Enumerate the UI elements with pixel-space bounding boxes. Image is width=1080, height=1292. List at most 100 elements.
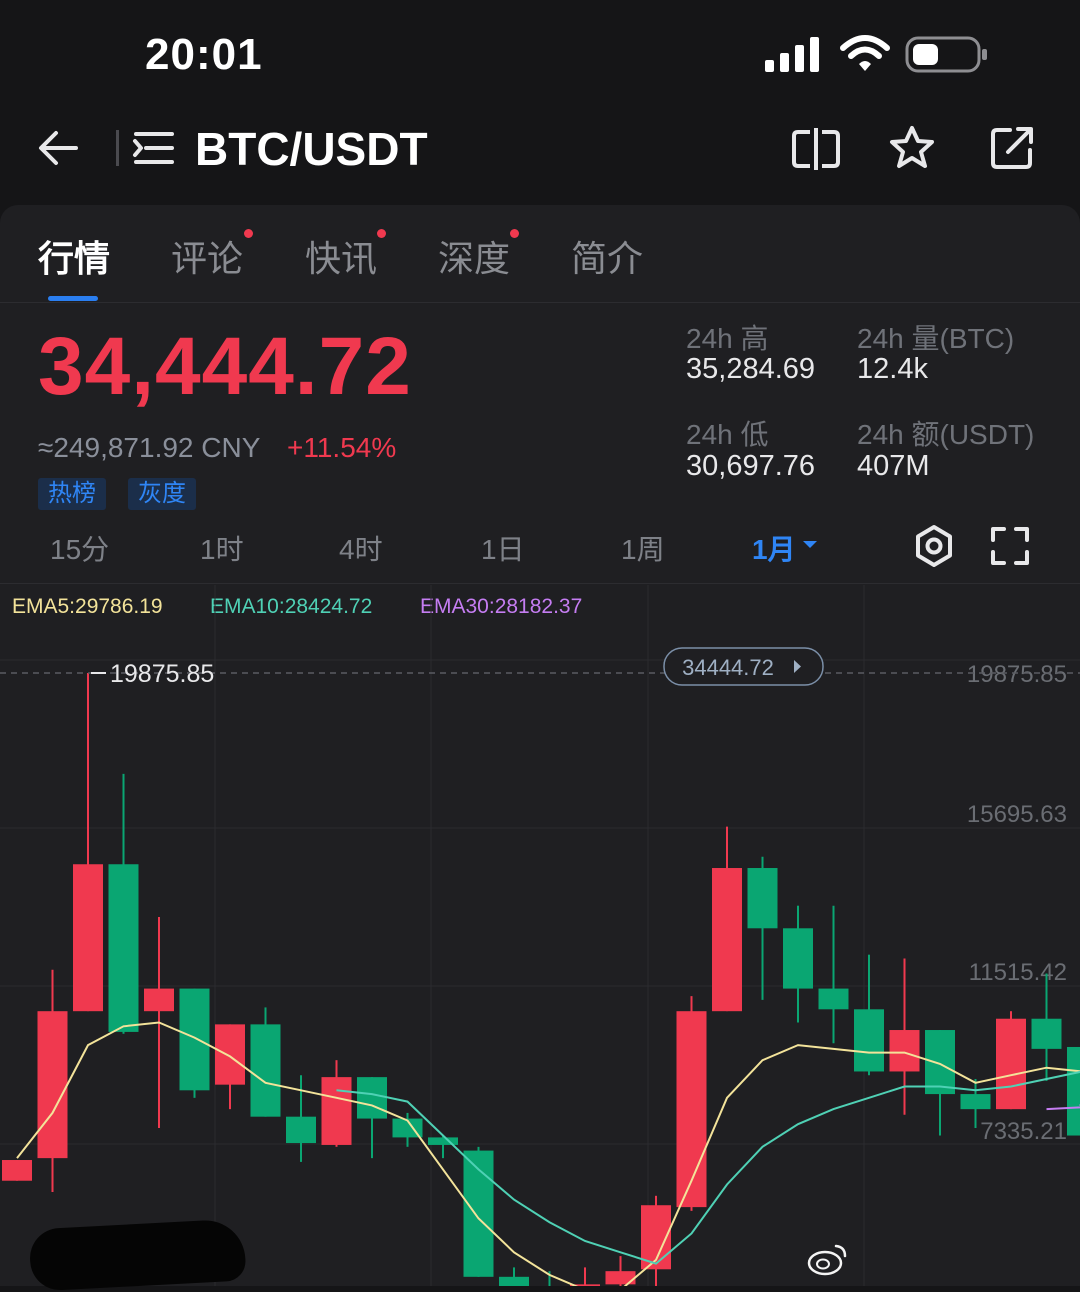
- candlestick-chart[interactable]: 19875.85 15695.63 11515.42 7335.21 19875.85…: [0, 585, 1080, 1286]
- redacted-area: [29, 1218, 247, 1291]
- candle-body: [819, 989, 849, 1010]
- candle-body: [357, 1077, 387, 1118]
- y-axis-label: 19875.85: [967, 661, 1067, 688]
- wifi-icon: [840, 34, 890, 74]
- tab-depth[interactable]: 深度: [438, 230, 510, 282]
- active-tab-indicator: [48, 296, 98, 301]
- candle: [819, 906, 849, 1044]
- favorite-star-icon[interactable]: [888, 124, 936, 170]
- amount-label: 24h 额(USDT): [857, 413, 1034, 453]
- candle: [1032, 974, 1062, 1081]
- candle-body: [783, 928, 813, 988]
- last-price: 34,444.72: [38, 320, 412, 414]
- nav-divider: [116, 130, 119, 166]
- interval-1d[interactable]: 1日: [481, 528, 525, 568]
- price-change-percent: +11.54%: [287, 432, 396, 464]
- status-time: 20:01: [145, 30, 263, 80]
- candle-body: [215, 1024, 245, 1084]
- candle-body: [1067, 1047, 1080, 1136]
- back-arrow-icon[interactable]: [36, 128, 82, 168]
- candle-body: [144, 989, 174, 1012]
- candle: [712, 827, 742, 1012]
- candle: [854, 955, 884, 1076]
- current-price-label: 34444.72: [682, 655, 774, 680]
- tab-comments[interactable]: 评论: [171, 230, 243, 282]
- candle-body: [499, 1277, 529, 1286]
- candle: [109, 774, 139, 1034]
- tab-news-dot: [377, 229, 386, 238]
- y-axis-label: 11515.42: [969, 959, 1067, 986]
- candle-body: [73, 864, 103, 1011]
- cny-price: ≈249,871.92 CNY: [38, 432, 260, 464]
- low-label: 24h 低: [686, 413, 769, 453]
- candle-body: [38, 1011, 68, 1158]
- candle: [322, 1060, 352, 1147]
- candle-body: [996, 1019, 1026, 1109]
- candle: [38, 970, 68, 1192]
- price-markers: 19875.85 34444.72: [0, 648, 1080, 688]
- high-label: 24h 高: [686, 317, 769, 357]
- tab-depth-dot: [510, 229, 519, 238]
- candle-body: [712, 868, 742, 1011]
- max-marker-label: 19875.85: [110, 660, 214, 688]
- candle-body: [322, 1077, 352, 1145]
- volume-label: 24h 量(BTC): [857, 317, 1014, 357]
- candle: [393, 1113, 423, 1147]
- volume-value: 12.4k: [857, 353, 928, 386]
- tab-market[interactable]: 行情: [38, 230, 110, 282]
- tab-divider: [0, 302, 1080, 303]
- interval-1w[interactable]: 1周: [621, 528, 665, 568]
- y-axis-label: 15695.63: [967, 801, 1067, 828]
- current-price-pill: 34444.72: [664, 648, 823, 685]
- candle: [251, 1007, 281, 1116]
- candle-body: [2, 1160, 32, 1181]
- candle-body: [180, 989, 210, 1091]
- y-axis-label: 7335.21: [980, 1118, 1067, 1145]
- candle: [641, 1196, 671, 1286]
- candle: [783, 906, 813, 1023]
- candle: [570, 1267, 600, 1286]
- candle: [925, 1030, 955, 1135]
- candle: [2, 1160, 32, 1181]
- tag-grayscale[interactable]: 灰度: [128, 478, 196, 510]
- compare-icon[interactable]: [790, 126, 842, 172]
- cellular-signal-icon: [765, 36, 825, 72]
- interval-4h[interactable]: 4时: [339, 528, 383, 568]
- candle-body: [854, 1009, 884, 1071]
- candle-body: [286, 1117, 316, 1143]
- candle: [215, 1024, 245, 1109]
- share-icon[interactable]: [988, 124, 1036, 172]
- chart-grid: [0, 585, 1080, 1286]
- candle: [499, 1267, 529, 1286]
- candle-body: [748, 868, 778, 928]
- indicator-settings-icon[interactable]: [912, 524, 956, 568]
- candle: [996, 1011, 1026, 1109]
- tag-hot[interactable]: 热榜: [38, 478, 106, 510]
- chevron-down-icon[interactable]: [802, 540, 818, 550]
- tab-intro[interactable]: 简介: [571, 230, 643, 282]
- candle-body: [890, 1030, 920, 1071]
- candle-body: [251, 1024, 281, 1116]
- candle: [73, 673, 103, 1011]
- candle-body: [677, 1011, 707, 1207]
- candle: [1067, 1041, 1080, 1286]
- interval-15m[interactable]: 15分: [50, 528, 109, 568]
- pair-title[interactable]: BTC/USDT: [195, 122, 428, 176]
- low-value: 30,697.76: [686, 450, 815, 483]
- pair-list-icon[interactable]: [132, 128, 176, 168]
- battery-icon: [905, 36, 989, 74]
- interval-1h[interactable]: 1时: [200, 528, 244, 568]
- candle-body: [1032, 1019, 1062, 1049]
- candle: [748, 857, 778, 1000]
- candle-body: [109, 864, 139, 1032]
- fullscreen-icon[interactable]: [990, 526, 1030, 566]
- candles: [2, 673, 1080, 1286]
- high-value: 35,284.69: [686, 353, 815, 386]
- candle: [890, 958, 920, 1114]
- tab-comments-dot: [244, 229, 253, 238]
- tab-news[interactable]: 快讯: [305, 230, 377, 282]
- chart-separator: [0, 583, 1080, 584]
- candle-body: [961, 1094, 991, 1109]
- candle-body: [925, 1030, 955, 1094]
- interval-1mo[interactable]: 1月: [752, 528, 796, 568]
